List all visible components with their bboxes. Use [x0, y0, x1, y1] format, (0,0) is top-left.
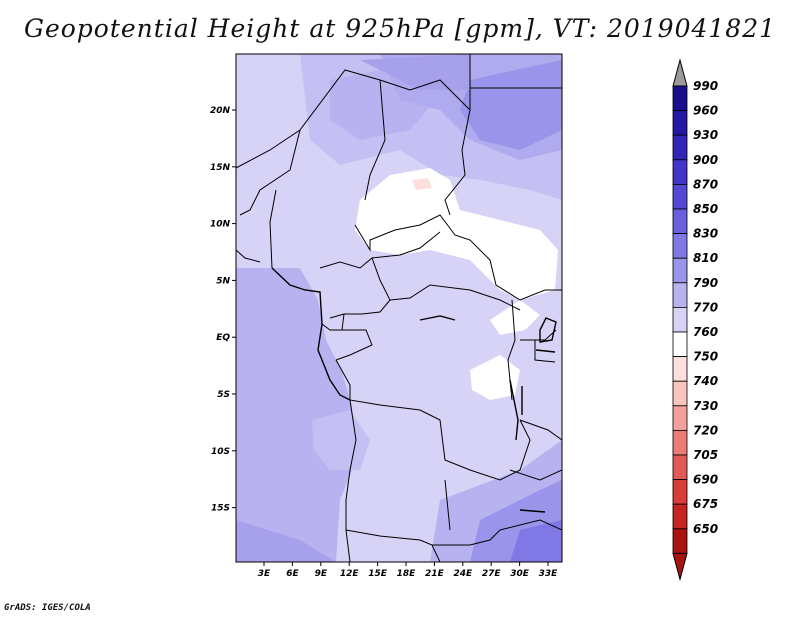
field-low-770-lakes	[490, 300, 540, 335]
latitude-axis: 20N 15N 10N 5N EQ 5S 10S 15S	[210, 106, 236, 514]
longitude-axis: 3E 6E 9E 12E 15E 18E 21E 24E 27E 30E 33E	[258, 562, 558, 579]
field-north-825	[360, 54, 470, 90]
colorbar-label: 770	[693, 300, 718, 314]
colorbar-top-arrow	[672, 58, 688, 87]
lon-tick-label: 9E	[315, 569, 328, 579]
colorbar-swatch	[672, 134, 688, 161]
colorbar-label: 830	[693, 227, 718, 241]
colorbar-label: 990	[693, 79, 718, 93]
field-interior-800	[312, 410, 370, 470]
colorbar-label: 850	[693, 202, 718, 216]
grads-credit: GrADS: IGES/COLA	[4, 603, 91, 613]
colorbar: 990 960 930 900 870 850 830 810 790 770 760 750 740 7…	[672, 58, 718, 582]
colorbar-label: 690	[693, 473, 718, 487]
lon-tick-label: 15E	[368, 569, 388, 579]
map-frame	[235, 53, 563, 563]
colorbar-swatch	[672, 479, 688, 505]
lon-tick-label: 27E	[482, 569, 502, 579]
lat-tick-label: 10S	[211, 447, 230, 457]
lon-tick-label: 3E	[258, 569, 271, 579]
lon-tick-label: 21E	[425, 569, 445, 579]
field-low-770-east	[470, 355, 520, 400]
lat-tick-label: 5N	[216, 276, 230, 286]
map-field	[236, 54, 562, 562]
colorbar-label: 720	[693, 423, 718, 437]
lon-tick-label: 30E	[510, 569, 530, 579]
lat-tick-label: 15S	[211, 504, 230, 514]
colorbar-label: 960	[693, 104, 718, 118]
colorbar-label: 750	[693, 350, 718, 364]
colorbar-swatch	[672, 331, 688, 358]
colorbar-swatch	[672, 528, 688, 554]
colorbar-swatch	[672, 306, 688, 333]
field-south-850	[510, 520, 562, 562]
field-northeast-830	[460, 60, 562, 150]
colorbar-label: 740	[693, 374, 718, 388]
lon-tick-label: 6E	[286, 569, 299, 579]
lat-tick-label: 20N	[210, 106, 231, 116]
chart-title: Geopotential Height at 925hPa [gpm], VT:…	[23, 14, 777, 43]
colorbar-label: 790	[693, 276, 718, 290]
lat-tick-label: 15N	[210, 163, 231, 173]
colorbar-label: 760	[693, 325, 718, 339]
lat-tick-label: 10N	[210, 220, 231, 230]
colorbar-swatch	[672, 282, 688, 308]
field-low-770	[355, 168, 558, 300]
colorbar-label: 705	[693, 448, 718, 462]
lon-tick-label: 24E	[453, 569, 473, 579]
colorbar-swatch	[672, 380, 688, 407]
colorbar-label: 810	[693, 251, 718, 265]
colorbar-swatch	[672, 85, 688, 112]
lon-tick-label: 18E	[397, 569, 417, 579]
colorbar-label: 870	[693, 177, 718, 191]
colorbar-label: 900	[693, 153, 718, 167]
colorbar-swatch	[672, 183, 688, 210]
field-low-760	[412, 178, 432, 190]
colorbar-label: 650	[693, 522, 718, 536]
field-ocean-830	[236, 520, 336, 562]
colorbar-swatch	[672, 257, 688, 284]
colorbar-swatch	[672, 159, 688, 185]
colorbar-swatch	[672, 233, 688, 259]
field-ocean-810	[236, 268, 356, 562]
colorbar-label: 930	[693, 128, 718, 142]
colorbar-bottom-arrow	[672, 552, 688, 582]
colorbar-swatch	[672, 503, 688, 530]
lon-tick-label: 12E	[340, 569, 360, 579]
colorbar-swatch	[672, 356, 688, 382]
colorbar-label: 675	[693, 497, 718, 511]
colorbar-swatch	[672, 208, 688, 235]
lon-tick-label: 33E	[539, 569, 559, 579]
colorbar-swatch	[672, 429, 688, 456]
colorbar-swatch	[672, 454, 688, 481]
colorbar-swatch	[672, 405, 688, 431]
lat-tick-label: 5S	[217, 390, 230, 400]
lat-tick-label: EQ	[216, 333, 230, 343]
colorbar-swatch	[672, 110, 688, 136]
coastlines	[271, 267, 557, 513]
colorbar-label: 730	[693, 399, 718, 413]
